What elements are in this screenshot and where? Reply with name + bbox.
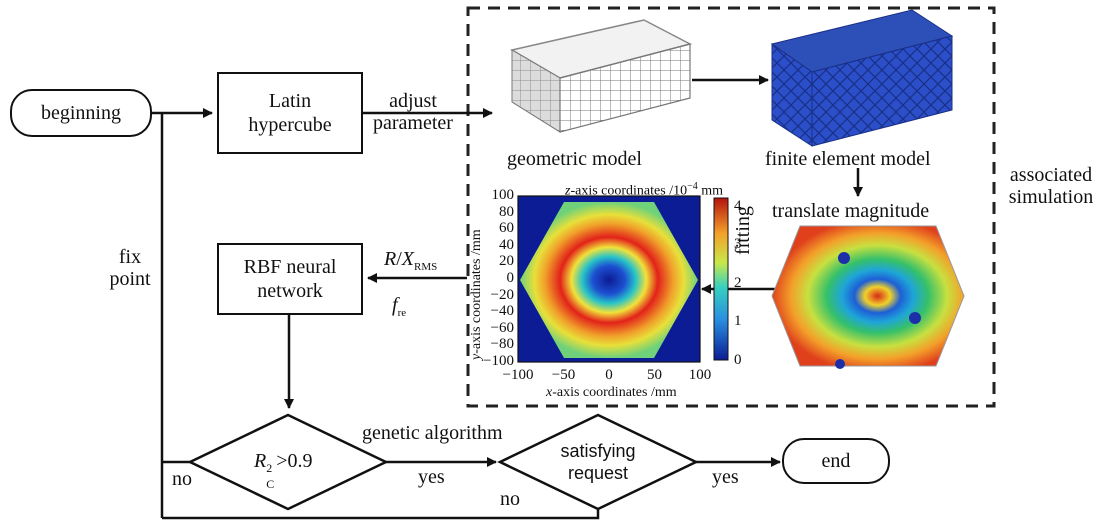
associated-simulation-label: associated simulation: [998, 164, 1104, 208]
contour-ytick: 20: [499, 253, 514, 270]
contour-xlabel: x-axis coordinates /mm: [546, 382, 677, 404]
rbf-label-2: network: [257, 280, 323, 302]
no-label-1: no: [172, 468, 192, 490]
contour-ytick: 100: [491, 187, 515, 203]
translate-magnitude-label: translate magnitude: [772, 200, 930, 222]
contour-hexagon: [520, 202, 698, 358]
x-var: X: [401, 248, 414, 270]
rbf-network-box: RBF neural network: [217, 243, 363, 315]
r2-sup: 2: [266, 461, 273, 475]
point-text: point: [109, 268, 151, 290]
contour-ytick: −80: [490, 336, 514, 353]
decision-satisfying-diamond: [497, 413, 699, 511]
fe-magnitude-map: [771, 225, 965, 369]
latin-label-2: hypercube: [248, 114, 332, 136]
contour-ytick: 40: [499, 236, 514, 253]
contour-xtick: 100: [688, 367, 712, 383]
end-node: end: [782, 438, 890, 484]
contour-title-exp: −4: [687, 181, 698, 192]
f-re-label: fre: [392, 294, 406, 324]
decision-r2-label: R 2 C >0.9: [254, 450, 313, 491]
simulation-frame: [466, 6, 996, 408]
decision-satisfying-label: satisfying request: [548, 440, 648, 484]
contour-title-var: z: [565, 183, 571, 199]
satisfying-line-1: satisfying: [560, 441, 636, 461]
fix-point-label: fix point: [100, 246, 160, 290]
r-over-x-label: R/XRMS: [384, 248, 438, 273]
contour-ytick: 0: [506, 270, 515, 286]
colorbar-tick: 3: [734, 236, 742, 253]
r2-sub: C: [266, 477, 275, 491]
latin-label-1: Latin: [268, 90, 312, 112]
decision-r2-diamond: [187, 413, 389, 511]
associated-text: associated: [1009, 164, 1093, 186]
colorbar: [713, 197, 729, 361]
geometric-model-image: [509, 19, 693, 133]
r2-threshold: >0.9: [276, 450, 313, 472]
contour-xtick: 0: [605, 367, 613, 383]
contour-xtick: −50: [551, 367, 576, 383]
colorbar-tick: 4: [734, 197, 742, 214]
contour-title: z-axis coordinates /10−4 mm: [565, 176, 723, 203]
colorbar-tick: 1: [734, 313, 742, 330]
simulation-text: simulation: [1008, 186, 1094, 208]
fix-text: fix: [118, 246, 142, 268]
end-label: end: [821, 450, 851, 472]
r2-var: R: [254, 450, 267, 472]
satisfying-line-2: request: [567, 463, 629, 483]
contour-title-text: -axis coordinates /10: [570, 183, 688, 199]
rbf-label-1: RBF neural: [243, 256, 337, 278]
adjust-text: adjust: [389, 90, 437, 112]
beginning-node: beginning: [10, 89, 152, 137]
contour-ytick: −40: [490, 303, 514, 320]
contour-plot: [517, 195, 729, 363]
contour-ytick: −20: [490, 286, 514, 303]
fem-model-caption: finite element model: [765, 148, 931, 170]
no-label-2: no: [500, 488, 520, 510]
colorbar-tick: 0: [734, 352, 742, 368]
colorbar-tick: 2: [734, 274, 742, 291]
x-sub: RMS: [414, 261, 438, 273]
latin-hypercube-box: Latin hypercube: [217, 72, 363, 154]
contour-ytick: 80: [499, 203, 514, 220]
contour-ytick: −100: [483, 353, 514, 369]
contour-ytick: 60: [499, 220, 514, 237]
xlabel-text: -axis coordinates /mm: [552, 385, 677, 400]
geometric-model-caption: geometric model: [507, 148, 642, 170]
parameter-text: parameter: [373, 112, 453, 134]
adjust-parameter-label: adjust parameter: [366, 90, 460, 134]
r-var: R: [384, 248, 397, 270]
contour-title-unit: mm: [697, 183, 724, 199]
yes-label-2: yes: [712, 466, 739, 488]
fem-model-image: [770, 9, 954, 147]
contour-xtick: 50: [647, 367, 662, 383]
beginning-label: beginning: [41, 102, 121, 124]
contour-ytick: −60: [490, 319, 514, 336]
contour-xtick: −100: [502, 367, 534, 383]
genetic-algorithm-label: genetic algorithm: [362, 422, 503, 444]
line-no-2: [162, 506, 600, 520]
yes-label-1: yes: [418, 466, 445, 488]
f-var: f: [392, 294, 398, 316]
xlabel-var: x: [546, 385, 553, 400]
f-sub: re: [397, 307, 407, 319]
